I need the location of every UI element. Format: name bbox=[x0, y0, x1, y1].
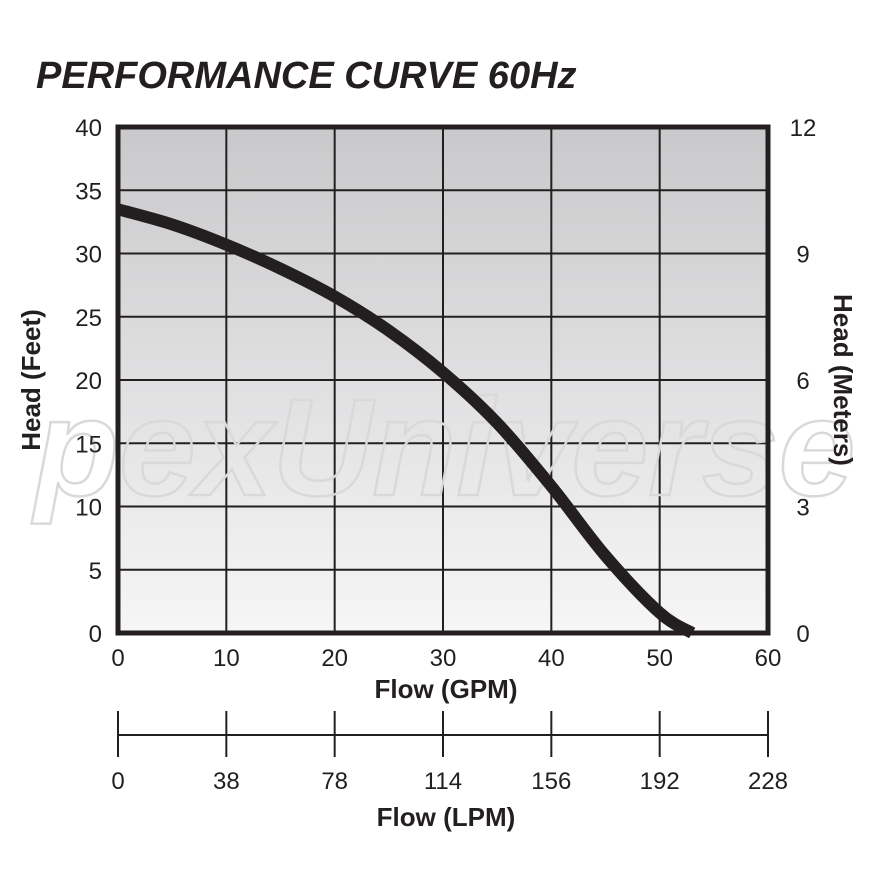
x-tick-label: 60 bbox=[755, 645, 782, 672]
x-axis-title: Flow (GPM) bbox=[375, 674, 518, 704]
y2-tick-label: 3 bbox=[796, 495, 809, 522]
chart-title: PERFORMANCE CURVE 60Hz bbox=[36, 55, 577, 97]
x-tick-label: 40 bbox=[538, 645, 565, 672]
x2-tick-label: 78 bbox=[321, 768, 348, 795]
y2-tick-label: 9 bbox=[796, 242, 809, 269]
y-tick-label: 15 bbox=[75, 431, 102, 458]
x-tick-label: 30 bbox=[430, 645, 457, 672]
y-tick-label: 25 bbox=[75, 305, 102, 332]
x-tick-label: 50 bbox=[646, 645, 673, 672]
x2-tick-label: 0 bbox=[111, 768, 124, 795]
x2-tick-label: 114 bbox=[424, 768, 462, 795]
y-tick-label: 35 bbox=[75, 178, 102, 205]
x2-tick-label: 192 bbox=[640, 768, 680, 795]
x-tick-label: 10 bbox=[213, 645, 240, 672]
y2-tick-label: 12 bbox=[790, 115, 817, 142]
x2-tick-label: 156 bbox=[531, 768, 571, 795]
plot-border bbox=[115, 124, 771, 636]
x-tick-label: 20 bbox=[321, 645, 348, 672]
y-tick-label: 0 bbox=[89, 621, 102, 648]
x2-tick-label: 38 bbox=[213, 768, 240, 795]
watermark: pexUniverse bbox=[31, 371, 856, 525]
y2-axis-title: Head (Meters) bbox=[828, 294, 858, 466]
y2-tick-label: 0 bbox=[796, 621, 809, 648]
y-tick-label: 30 bbox=[75, 242, 102, 269]
x2-axis-title: Flow (LPM) bbox=[377, 802, 516, 832]
head-curve-line bbox=[116, 203, 696, 639]
x-tick-label: 0 bbox=[111, 645, 124, 672]
y2-tick-label: 6 bbox=[796, 368, 809, 395]
y-axis-title: Head (Feet) bbox=[16, 309, 46, 451]
lpm-axis: 0 38 78 114 156 192 228 bbox=[111, 711, 788, 795]
y-tick-label: 40 bbox=[75, 115, 102, 142]
y-tick-label: 20 bbox=[75, 368, 102, 395]
y-tick-label: 10 bbox=[75, 495, 102, 522]
y-tick-label: 5 bbox=[89, 558, 102, 585]
x2-tick-label: 228 bbox=[748, 768, 788, 795]
